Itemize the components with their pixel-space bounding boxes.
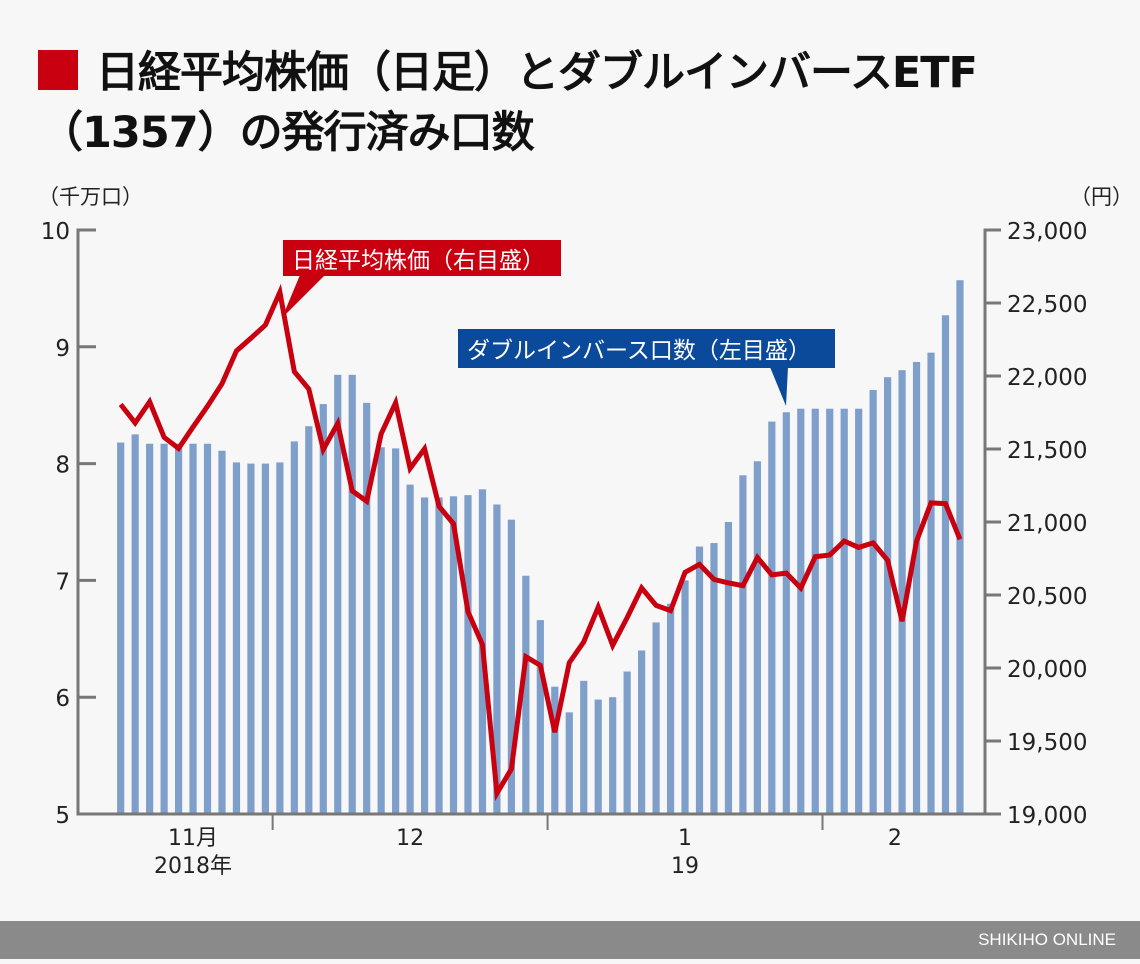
bar <box>435 497 443 814</box>
left-axis-unit: （千万口） <box>38 185 143 209</box>
bar <box>174 443 183 814</box>
bar <box>522 575 530 814</box>
nikkei-series-label: 日経平均株価（右目盛） <box>292 248 545 274</box>
bar <box>464 495 472 814</box>
bar <box>884 377 892 814</box>
right-tick-label: 19,500 <box>1007 730 1087 756</box>
bar <box>666 603 675 814</box>
bar <box>305 426 313 814</box>
bar <box>276 462 284 814</box>
x-label: 1 <box>678 826 692 851</box>
bar <box>869 390 877 814</box>
x-label-year: 2018年 <box>154 854 232 879</box>
left-tick-label: 10 <box>41 219 70 245</box>
bar <box>160 443 168 814</box>
right-tick-label: 21,000 <box>1007 511 1087 537</box>
right-tick-label: 23,000 <box>1007 219 1087 245</box>
bar <box>797 408 805 814</box>
bar <box>898 370 906 814</box>
right-tick-label: 20,500 <box>1007 584 1087 610</box>
left-tick-label: 5 <box>55 803 70 829</box>
bar <box>811 408 819 814</box>
bar <box>232 462 241 814</box>
inverse-callout: ダブルインバース口数（左目盛） <box>458 329 835 406</box>
bar <box>507 519 515 814</box>
left-tick-label: 7 <box>55 569 70 595</box>
x-label: 2 <box>888 826 902 851</box>
bar <box>334 374 342 814</box>
bar <box>739 475 747 814</box>
right-tick-label: 19,000 <box>1007 803 1087 829</box>
bar <box>623 671 631 814</box>
right-axis-unit: （円） <box>1070 185 1133 209</box>
bar <box>131 434 139 814</box>
bar <box>724 522 733 814</box>
bar <box>420 497 429 814</box>
bar <box>638 650 646 814</box>
bar <box>782 412 790 814</box>
footer-credit: SHIKIHO ONLINE <box>978 930 1116 949</box>
bar <box>652 622 660 814</box>
bar <box>117 442 125 814</box>
bar <box>912 361 921 814</box>
bar <box>551 686 559 814</box>
right-tick-label: 22,000 <box>1007 365 1087 391</box>
bar <box>536 620 544 814</box>
bar <box>392 448 400 814</box>
bar <box>247 463 255 814</box>
bar <box>146 443 154 814</box>
bar <box>493 504 501 814</box>
bar <box>565 712 573 814</box>
bar <box>449 496 458 814</box>
bar <box>319 404 327 814</box>
bar <box>363 402 371 814</box>
right-tick-label: 22,500 <box>1007 292 1087 318</box>
nikkei-callout: 日経平均株価（右目盛） <box>282 240 561 318</box>
bar <box>218 450 226 814</box>
right-tick-label: 21,500 <box>1007 438 1087 464</box>
bar <box>941 315 950 814</box>
bar <box>189 443 197 814</box>
bar <box>377 447 385 814</box>
bar <box>927 352 935 814</box>
left-tick-label: 8 <box>55 453 70 479</box>
bar <box>753 461 761 814</box>
bar <box>768 421 776 814</box>
bar <box>855 408 863 814</box>
title-marker <box>38 50 78 90</box>
bar <box>203 443 212 814</box>
left-tick-label: 9 <box>55 336 70 362</box>
x-label: 11月 <box>168 826 218 851</box>
left-tick-label: 6 <box>55 686 70 712</box>
right-tick-label: 20,000 <box>1007 657 1087 683</box>
bar <box>580 680 588 814</box>
inverse-series-label: ダブルインバース口数（左目盛） <box>467 338 811 364</box>
bar <box>609 697 617 814</box>
footer-bar: SHIKIHO ONLINE <box>0 921 1140 959</box>
bar <box>681 580 689 814</box>
chart-title-line1: 日経平均株価（日足）とダブルインバースETF <box>96 48 978 98</box>
bar <box>594 699 602 814</box>
bar <box>406 484 414 814</box>
bar <box>956 280 964 814</box>
bar <box>290 441 298 814</box>
bar <box>261 463 269 814</box>
x-label-year: 19 <box>671 854 699 879</box>
chart-title-line2: （1357）の発行済み口数 <box>40 108 535 158</box>
bar <box>695 546 704 814</box>
bar <box>826 408 834 814</box>
x-label: 12 <box>396 826 424 851</box>
bar <box>840 408 848 814</box>
bar <box>710 543 718 814</box>
bar <box>348 374 356 814</box>
